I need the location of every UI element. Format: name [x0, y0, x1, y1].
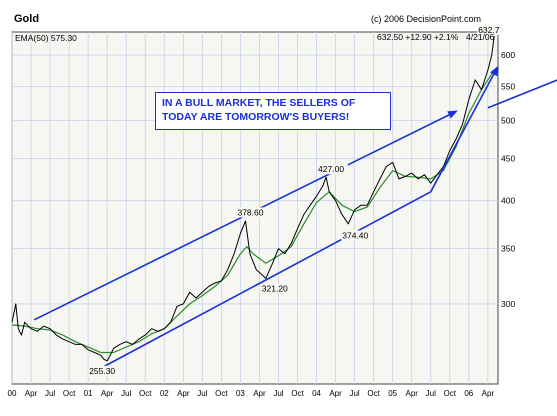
ema-legend: EMA(50) 575.30	[15, 33, 77, 43]
x-tick-label: 02	[160, 389, 169, 398]
annotation-label: 321.20	[262, 283, 288, 293]
x-tick-label: Apr	[101, 389, 114, 398]
y-tick-label: 550	[501, 81, 515, 91]
x-tick-label: Jul	[45, 389, 55, 398]
x-tick-label: Jul	[121, 389, 131, 398]
annotation-bg	[88, 365, 119, 376]
y-tick-label: 450	[501, 153, 515, 163]
x-tick-label: 01	[84, 389, 93, 398]
x-tick-label: Jul	[197, 389, 207, 398]
annotation-label: 374.40	[342, 230, 368, 240]
annotation-bg	[477, 25, 504, 36]
x-tick-label: 00	[8, 389, 17, 398]
callout-line-1: IN A BULL MARKET, THE SELLERS OF	[162, 97, 356, 109]
annotation-bg	[236, 207, 268, 218]
chart-title: Gold	[14, 13, 39, 25]
x-tick-label: 05	[388, 389, 397, 398]
x-tick-label: Oct	[291, 389, 304, 398]
annotation-bg	[341, 230, 373, 241]
source-credit: (c) 2006 DecisionPoint.com	[371, 14, 481, 24]
ema-line	[11, 69, 495, 354]
x-tick-label: Oct	[444, 389, 457, 398]
x-tick-label: Apr	[329, 389, 342, 398]
y-tick-label: 600	[501, 50, 515, 60]
y-tick-label: 300	[501, 299, 515, 309]
x-tick-label: Oct	[367, 389, 380, 398]
x-tick-label: Apr	[405, 389, 418, 398]
price-line	[11, 36, 495, 362]
x-tick-label: Oct	[215, 389, 228, 398]
x-tick-label: Apr	[482, 389, 495, 398]
quote-readout: 632.50 +12.90 +2.1%	[377, 32, 459, 42]
annotation-label: 427.00	[318, 164, 344, 174]
x-axis: 00 Apr Jul Oct 01 Apr Jul Oct 02 Apr Jul Oct 03 Apr Ju…	[8, 389, 495, 398]
callout-line-2: TODAY ARE TOMORROW'S BUYERS!	[162, 111, 350, 123]
annotation-bg	[260, 283, 292, 294]
annotation-labels: 255.30 378.60 321.20 427.00 374.40 632.7	[88, 25, 504, 376]
callout-box: IN A BULL MARKET, THE SELLERS OF TODAY A…	[155, 92, 391, 130]
quote-date: 4/21/06	[466, 32, 495, 42]
annotation-bg	[317, 164, 348, 175]
x-tick-label: Oct	[139, 389, 152, 398]
y-tick-label: 500	[501, 116, 515, 126]
x-tick-label: Oct	[63, 389, 76, 398]
y-tick-label: 350	[501, 244, 515, 254]
x-tick-label: Jul	[349, 389, 359, 398]
x-tick-label: 03	[236, 389, 245, 398]
x-tick-label: 04	[312, 389, 321, 398]
x-tick-label: Apr	[253, 389, 266, 398]
breakout-line	[430, 65, 499, 193]
annotation-label: 255.30	[89, 366, 115, 376]
x-tick-label: Apr	[25, 389, 38, 398]
y-axis: 300 350 400 450 500 550 600	[501, 50, 515, 309]
x-tick-label: 06	[464, 389, 473, 398]
annotation-label: 632.7	[478, 25, 500, 35]
x-tick-label: Jul	[426, 389, 436, 398]
series-layer	[11, 36, 495, 362]
projection-arrow	[487, 79, 557, 109]
x-tick-label: Jul	[273, 389, 283, 398]
lower-channel-line	[103, 191, 432, 368]
x-tick-label: Apr	[177, 389, 190, 398]
annotation-label: 378.60	[237, 207, 263, 217]
y-tick-label: 400	[501, 196, 515, 206]
